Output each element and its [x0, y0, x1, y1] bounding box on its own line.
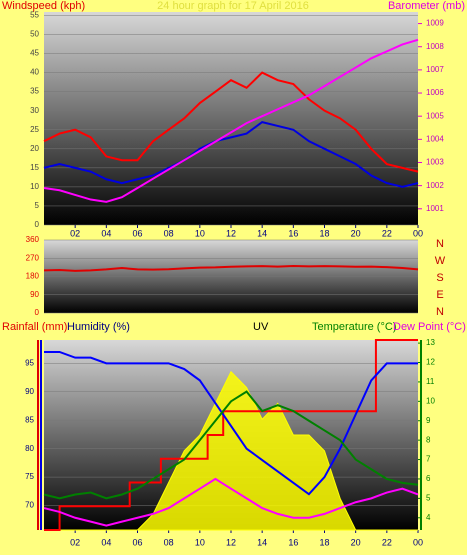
x-tick-label: 04 [101, 228, 111, 238]
line [43, 477, 419, 527]
y-tick-label: 180 [26, 272, 40, 281]
axis-label: Windspeed (kph) [2, 0, 85, 12]
y-tick-label: 25 [30, 125, 39, 134]
y-tick-label: 0 [35, 220, 40, 229]
axis-label: Humidity (%) [67, 321, 130, 333]
y2-tick-label: 8 [426, 435, 431, 444]
y2-tick-label: 13 [426, 338, 435, 347]
x-tick-label: 02 [70, 228, 80, 238]
y-tick-label: 75 [25, 472, 34, 481]
y-tick-label: 80 [25, 444, 34, 453]
y-tick-label: 70 [25, 501, 34, 510]
axis-label: Dew Point (°C) [393, 321, 466, 333]
axis-label: Barometer (mb) [388, 0, 465, 12]
x-tick-label: 10 [195, 228, 205, 238]
y-tick-label: 5 [35, 201, 40, 210]
x-tick-label: 14 [257, 228, 267, 238]
x-tick-label: 18 [319, 228, 329, 238]
y2-tick-label: 6 [426, 474, 431, 483]
y2-tick-label: 10 [426, 396, 435, 405]
y-tick-label: 15 [30, 163, 39, 172]
line [43, 390, 419, 500]
x-tick-label: 06 [132, 228, 142, 238]
y-tick-label: 95 [25, 358, 34, 367]
line [43, 264, 419, 272]
x-tick-label: 20 [351, 537, 361, 547]
line [44, 350, 418, 496]
y-tick-label: 90 [25, 387, 34, 396]
y2-tick-label: 1009 [426, 19, 444, 28]
compass-label: N [436, 238, 444, 250]
x-tick-label: 06 [132, 537, 142, 547]
x-tick-label: 18 [319, 537, 329, 547]
x-tick-label: 10 [195, 537, 205, 547]
chart-title: 24 hour graph for 17 April 2016 [157, 0, 309, 12]
axis-label: Temperature (°C) [312, 321, 396, 333]
plot-area [44, 12, 418, 225]
x-tick-label: 14 [257, 537, 267, 547]
x-tick-label: 08 [164, 228, 174, 238]
y2-tick-label: 11 [426, 377, 435, 386]
y2-tick-label: 1002 [426, 181, 444, 190]
y2-tick-label: 1005 [426, 111, 444, 120]
compass-label: N [436, 306, 444, 318]
line [43, 71, 419, 173]
y2-tick-label: 4 [426, 513, 431, 522]
x-tick-label: 08 [164, 537, 174, 547]
compass-label: S [436, 272, 443, 284]
y2-tick-label: 1004 [426, 134, 444, 143]
y2-tick-label: 1001 [426, 204, 444, 213]
y2-tick-label: 1003 [426, 158, 444, 167]
x-tick-label: 22 [382, 228, 392, 238]
axis-label: Rainfall (mm) [2, 321, 67, 333]
line [43, 38, 419, 203]
x-tick-label: 02 [70, 537, 80, 547]
y2-tick-label: 12 [426, 358, 435, 367]
y2-tick-label: 7 [426, 455, 431, 464]
x-tick-label: 12 [226, 228, 236, 238]
x-tick-label: 04 [101, 537, 111, 547]
y-tick-label: 90 [30, 290, 39, 299]
x-tick-label: 12 [226, 537, 236, 547]
y-tick-label: 35 [30, 87, 39, 96]
axis-label: UV [253, 321, 269, 333]
y2-tick-label: 9 [426, 416, 431, 425]
y-tick-label: 40 [30, 68, 39, 77]
y2-tick-label: 5 [426, 493, 431, 502]
y-tick-label: 55 [30, 11, 39, 20]
y-tick-label: 20 [30, 144, 39, 153]
compass-label: W [435, 255, 446, 267]
y-tick-label: 45 [30, 49, 39, 58]
y-tick-label: 270 [26, 253, 40, 262]
x-tick-label: 16 [288, 228, 298, 238]
y-tick-label: 0 [35, 308, 40, 317]
area [44, 370, 418, 531]
line [43, 121, 419, 188]
x-tick-label: 20 [351, 228, 361, 238]
x-tick-label: 22 [382, 537, 392, 547]
y-tick-label: 30 [30, 106, 39, 115]
y2-tick-label: 1006 [426, 88, 444, 97]
compass-label: E [436, 289, 443, 301]
x-tick-label: 00 [413, 228, 423, 238]
y-tick-label: 10 [30, 182, 39, 191]
y-tick-label: 85 [25, 415, 34, 424]
y2-tick-label: 1008 [426, 42, 444, 51]
y-tick-label: 50 [30, 30, 39, 39]
y2-tick-label: 1007 [426, 65, 444, 74]
x-tick-label: 00 [413, 537, 423, 547]
x-tick-label: 16 [288, 537, 298, 547]
y-tick-label: 360 [26, 235, 40, 244]
